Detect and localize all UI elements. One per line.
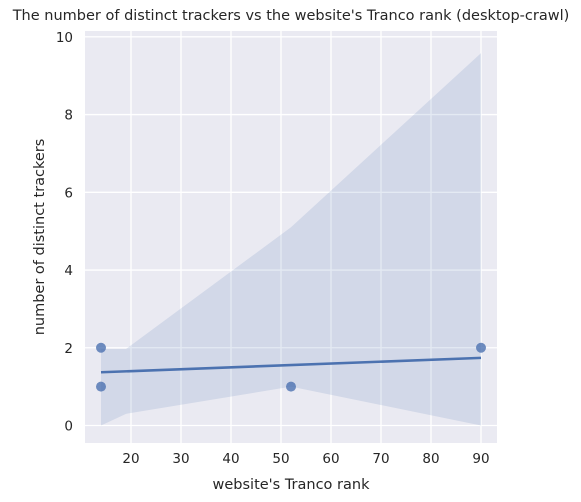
x-tick-label: 80 bbox=[422, 451, 439, 467]
data-point bbox=[286, 381, 296, 392]
y-tick-label: 4 bbox=[64, 263, 73, 279]
data-point bbox=[476, 342, 486, 353]
chart-title: The number of distinct trackers vs the w… bbox=[12, 8, 570, 24]
x-gridlines bbox=[130, 31, 482, 443]
x-tick-label: 60 bbox=[322, 451, 339, 467]
x-tick-label: 50 bbox=[272, 451, 289, 467]
data-points bbox=[96, 342, 486, 392]
data-point bbox=[96, 381, 106, 392]
y-tick-labels: 0 2 4 6 8 10 bbox=[56, 30, 73, 435]
confidence-band bbox=[101, 53, 481, 426]
y-tick-label: 0 bbox=[64, 419, 73, 435]
y-tick-label: 6 bbox=[64, 185, 73, 201]
regression-line bbox=[100, 356, 482, 374]
x-tick-labels: 20 30 40 50 60 70 80 90 bbox=[122, 451, 489, 467]
x-tick-label: 90 bbox=[472, 451, 489, 467]
y-gridlines bbox=[85, 36, 497, 427]
y-tick-label: 10 bbox=[56, 30, 73, 46]
y-tick-label: 8 bbox=[64, 108, 73, 124]
plot-area bbox=[85, 31, 497, 443]
x-tick-label: 40 bbox=[222, 451, 239, 467]
x-tick-label: 30 bbox=[172, 451, 189, 467]
x-tick-label: 20 bbox=[122, 451, 139, 467]
y-tick-label: 2 bbox=[64, 341, 73, 357]
data-point bbox=[96, 342, 106, 353]
x-tick-label: 70 bbox=[372, 451, 389, 467]
x-axis-label: website's Tranco rank bbox=[213, 477, 371, 493]
y-axis-label: number of distinct trackers bbox=[32, 139, 48, 336]
